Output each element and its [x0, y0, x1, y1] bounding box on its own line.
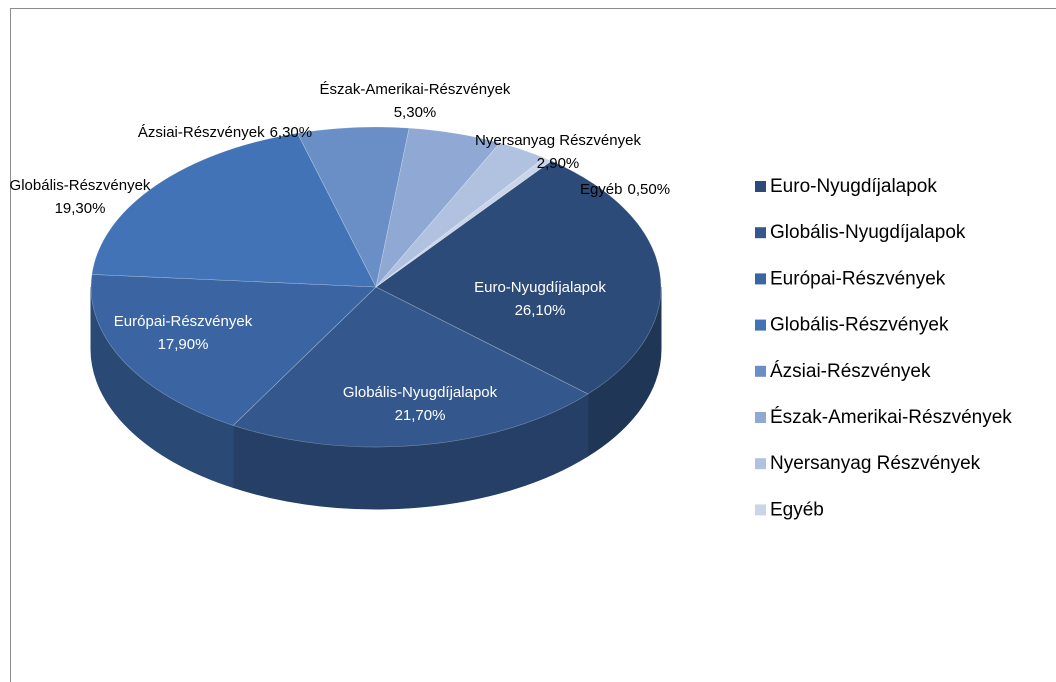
data-label-category: Egyéb	[580, 181, 623, 198]
slice	[90, 274, 377, 426]
data-label: Európai-Részvények 17,90%	[114, 313, 253, 353]
data-label-category: Euro-Nyugdíjalapok	[474, 279, 606, 296]
data-label-value: 5,30%	[394, 104, 437, 121]
data-label-value: 17,90%	[158, 336, 209, 353]
legend-swatch	[755, 504, 766, 516]
pie-tops	[90, 126, 662, 448]
data-label: Észak-Amerikai-Részvények 5,30%	[320, 81, 511, 121]
legend-swatch	[755, 319, 766, 331]
legend-swatch	[755, 227, 766, 239]
data-label: Egyéb 0,50%	[580, 181, 670, 198]
data-label-category: Globális-Nyugdíjalapok	[343, 384, 498, 401]
slice	[232, 286, 589, 448]
legend-swatch	[755, 412, 766, 423]
data-label: Euro-Nyugdíjalapok 26,10%	[474, 279, 606, 319]
legend-label: Euro-Nyugdíjalapok	[770, 176, 937, 197]
legend-label: Észak-Amerikai-Részvények	[770, 407, 1012, 428]
legend-swatch	[755, 181, 766, 192]
legend-swatch	[755, 458, 766, 470]
slice	[375, 127, 501, 288]
data-label-value: 2,90%	[537, 155, 580, 172]
legend-swatch	[755, 365, 766, 377]
legend-label: Európai-Részvények	[770, 268, 946, 289]
slice	[375, 142, 545, 288]
data-label: Globális-Részvények 19,30%	[10, 177, 151, 217]
slice	[91, 132, 377, 288]
data-label-value: 26,10%	[515, 302, 566, 319]
slice	[375, 160, 662, 395]
data-label: Globális-Nyugdíjalapok 21,70%	[343, 384, 498, 424]
legend-label: Ázsiai-Részvények	[770, 361, 931, 382]
data-label: Ázsiai-Részvények 6,30%	[138, 124, 312, 141]
data-label-category: Globális-Részvények	[10, 177, 151, 194]
chart-border	[10, 8, 1056, 682]
data-label-category: Ázsiai-Részvények	[138, 124, 265, 141]
data-label-value: 19,30%	[55, 200, 106, 217]
legend-label: Egyéb	[770, 499, 824, 520]
data-label-value: 6,30%	[270, 124, 313, 141]
data-label-category: Európai-Részvények	[114, 313, 253, 330]
data-label-category: Észak-Amerikai-Részvények	[320, 81, 511, 98]
slice	[296, 126, 410, 288]
data-label-value: 21,70%	[395, 407, 446, 424]
data-label: Nyersanyag Részvények 2,90%	[475, 132, 641, 172]
legend-label: Globális-Részvények	[770, 315, 949, 336]
slice	[375, 157, 553, 288]
pie-sides	[90, 286, 662, 510]
data-label-category: Nyersanyag Részvények	[475, 132, 641, 149]
data-label-value: 0,50%	[628, 181, 671, 198]
legend-label: Globális-Nyugdíjalapok	[770, 222, 966, 243]
legend-label: Nyersanyag Részvények	[770, 453, 981, 474]
legend-swatch	[755, 273, 766, 285]
